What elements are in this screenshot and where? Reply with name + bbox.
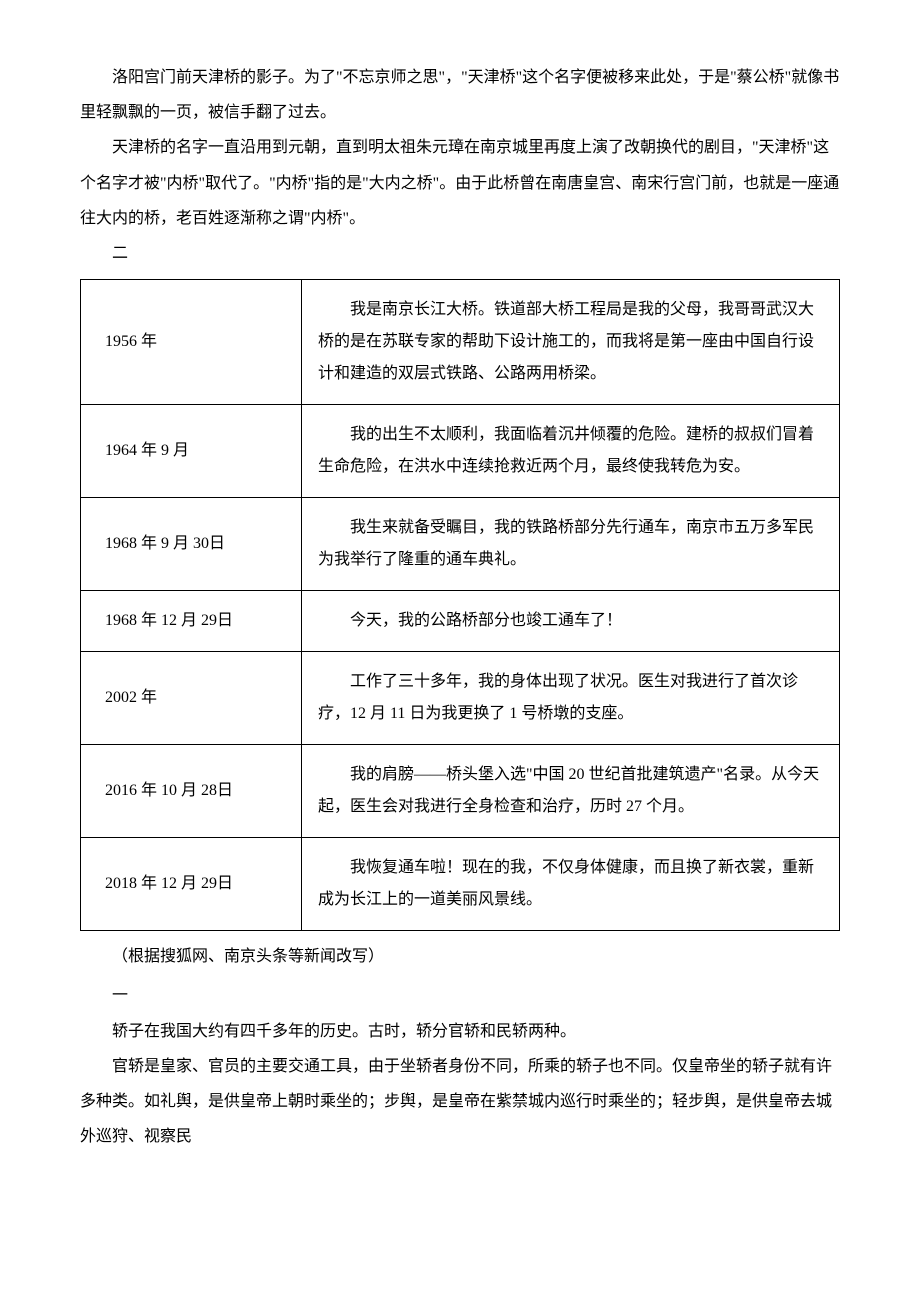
date-cell: 2018 年 12 月 29日 (81, 838, 302, 931)
outro-paragraph-2: 官轿是皇家、官员的主要交通工具，由于坐轿者身份不同，所乘的轿子也不同。仅皇帝坐的… (80, 1049, 840, 1155)
content-cell: 我的出生不太顺利，我面临着沉井倾覆的危险。建桥的叔叔们冒着生命危险，在洪水中连续… (302, 405, 840, 498)
source-note: （根据搜狐网、南京头条等新闻改写） (80, 939, 840, 974)
content-cell: 我生来就备受瞩目，我的铁路桥部分先行通车，南京市五万多军民为我举行了隆重的通车典… (302, 498, 840, 591)
content-cell: 我的肩膀——桥头堡入选"中国 20 世纪首批建筑遗产"名录。从今天起，医生会对我… (302, 745, 840, 838)
cell-text: 我的肩膀——桥头堡入选"中国 20 世纪首批建筑遗产"名录。从今天起，医生会对我… (318, 759, 823, 823)
cell-text: 今天，我的公路桥部分也竣工通车了！ (318, 605, 823, 637)
date-cell: 1956 年 (81, 280, 302, 405)
content-cell: 工作了三十多年，我的身体出现了状况。医生对我进行了首次诊疗，12 月 11 日为… (302, 652, 840, 745)
date-cell: 1964 年 9 月 (81, 405, 302, 498)
date-cell: 2016 年 10 月 28日 (81, 745, 302, 838)
table-row: 2002 年 工作了三十多年，我的身体出现了状况。医生对我进行了首次诊疗，12 … (81, 652, 840, 745)
outro-paragraph-1: 轿子在我国大约有四千多年的历史。古时，轿分官轿和民轿两种。 (80, 1014, 840, 1049)
table-row: 1968 年 12 月 29日 今天，我的公路桥部分也竣工通车了！ (81, 591, 840, 652)
intro-paragraph-2: 天津桥的名字一直沿用到元朝，直到明太祖朱元璋在南京城里再度上演了改朝换代的剧目，… (80, 130, 840, 236)
date-cell: 2002 年 (81, 652, 302, 745)
section-1-label: 一 (80, 978, 840, 1013)
cell-text: 工作了三十多年，我的身体出现了状况。医生对我进行了首次诊疗，12 月 11 日为… (318, 666, 823, 730)
timeline-table: 1956 年 我是南京长江大桥。铁道部大桥工程局是我的父母，我哥哥武汉大桥的是在… (80, 279, 840, 931)
content-cell: 今天，我的公路桥部分也竣工通车了！ (302, 591, 840, 652)
table-row: 2018 年 12 月 29日 我恢复通车啦！现在的我，不仅身体健康，而且换了新… (81, 838, 840, 931)
table-row: 1964 年 9 月 我的出生不太顺利，我面临着沉井倾覆的危险。建桥的叔叔们冒着… (81, 405, 840, 498)
content-cell: 我恢复通车啦！现在的我，不仅身体健康，而且换了新衣裳，重新成为长江上的一道美丽风… (302, 838, 840, 931)
table-row: 2016 年 10 月 28日 我的肩膀——桥头堡入选"中国 20 世纪首批建筑… (81, 745, 840, 838)
intro-paragraph-1: 洛阳宫门前天津桥的影子。为了"不忘京师之思"，"天津桥"这个名字便被移来此处，于… (80, 60, 840, 130)
cell-text: 我生来就备受瞩目，我的铁路桥部分先行通车，南京市五万多军民为我举行了隆重的通车典… (318, 512, 823, 576)
date-cell: 1968 年 9 月 30日 (81, 498, 302, 591)
table-row: 1956 年 我是南京长江大桥。铁道部大桥工程局是我的父母，我哥哥武汉大桥的是在… (81, 280, 840, 405)
date-cell: 1968 年 12 月 29日 (81, 591, 302, 652)
content-cell: 我是南京长江大桥。铁道部大桥工程局是我的父母，我哥哥武汉大桥的是在苏联专家的帮助… (302, 280, 840, 405)
cell-text: 我恢复通车啦！现在的我，不仅身体健康，而且换了新衣裳，重新成为长江上的一道美丽风… (318, 852, 823, 916)
cell-text: 我是南京长江大桥。铁道部大桥工程局是我的父母，我哥哥武汉大桥的是在苏联专家的帮助… (318, 294, 823, 390)
section-2-label: 二 (80, 236, 840, 271)
cell-text: 我的出生不太顺利，我面临着沉井倾覆的危险。建桥的叔叔们冒着生命危险，在洪水中连续… (318, 419, 823, 483)
table-row: 1968 年 9 月 30日 我生来就备受瞩目，我的铁路桥部分先行通车，南京市五… (81, 498, 840, 591)
